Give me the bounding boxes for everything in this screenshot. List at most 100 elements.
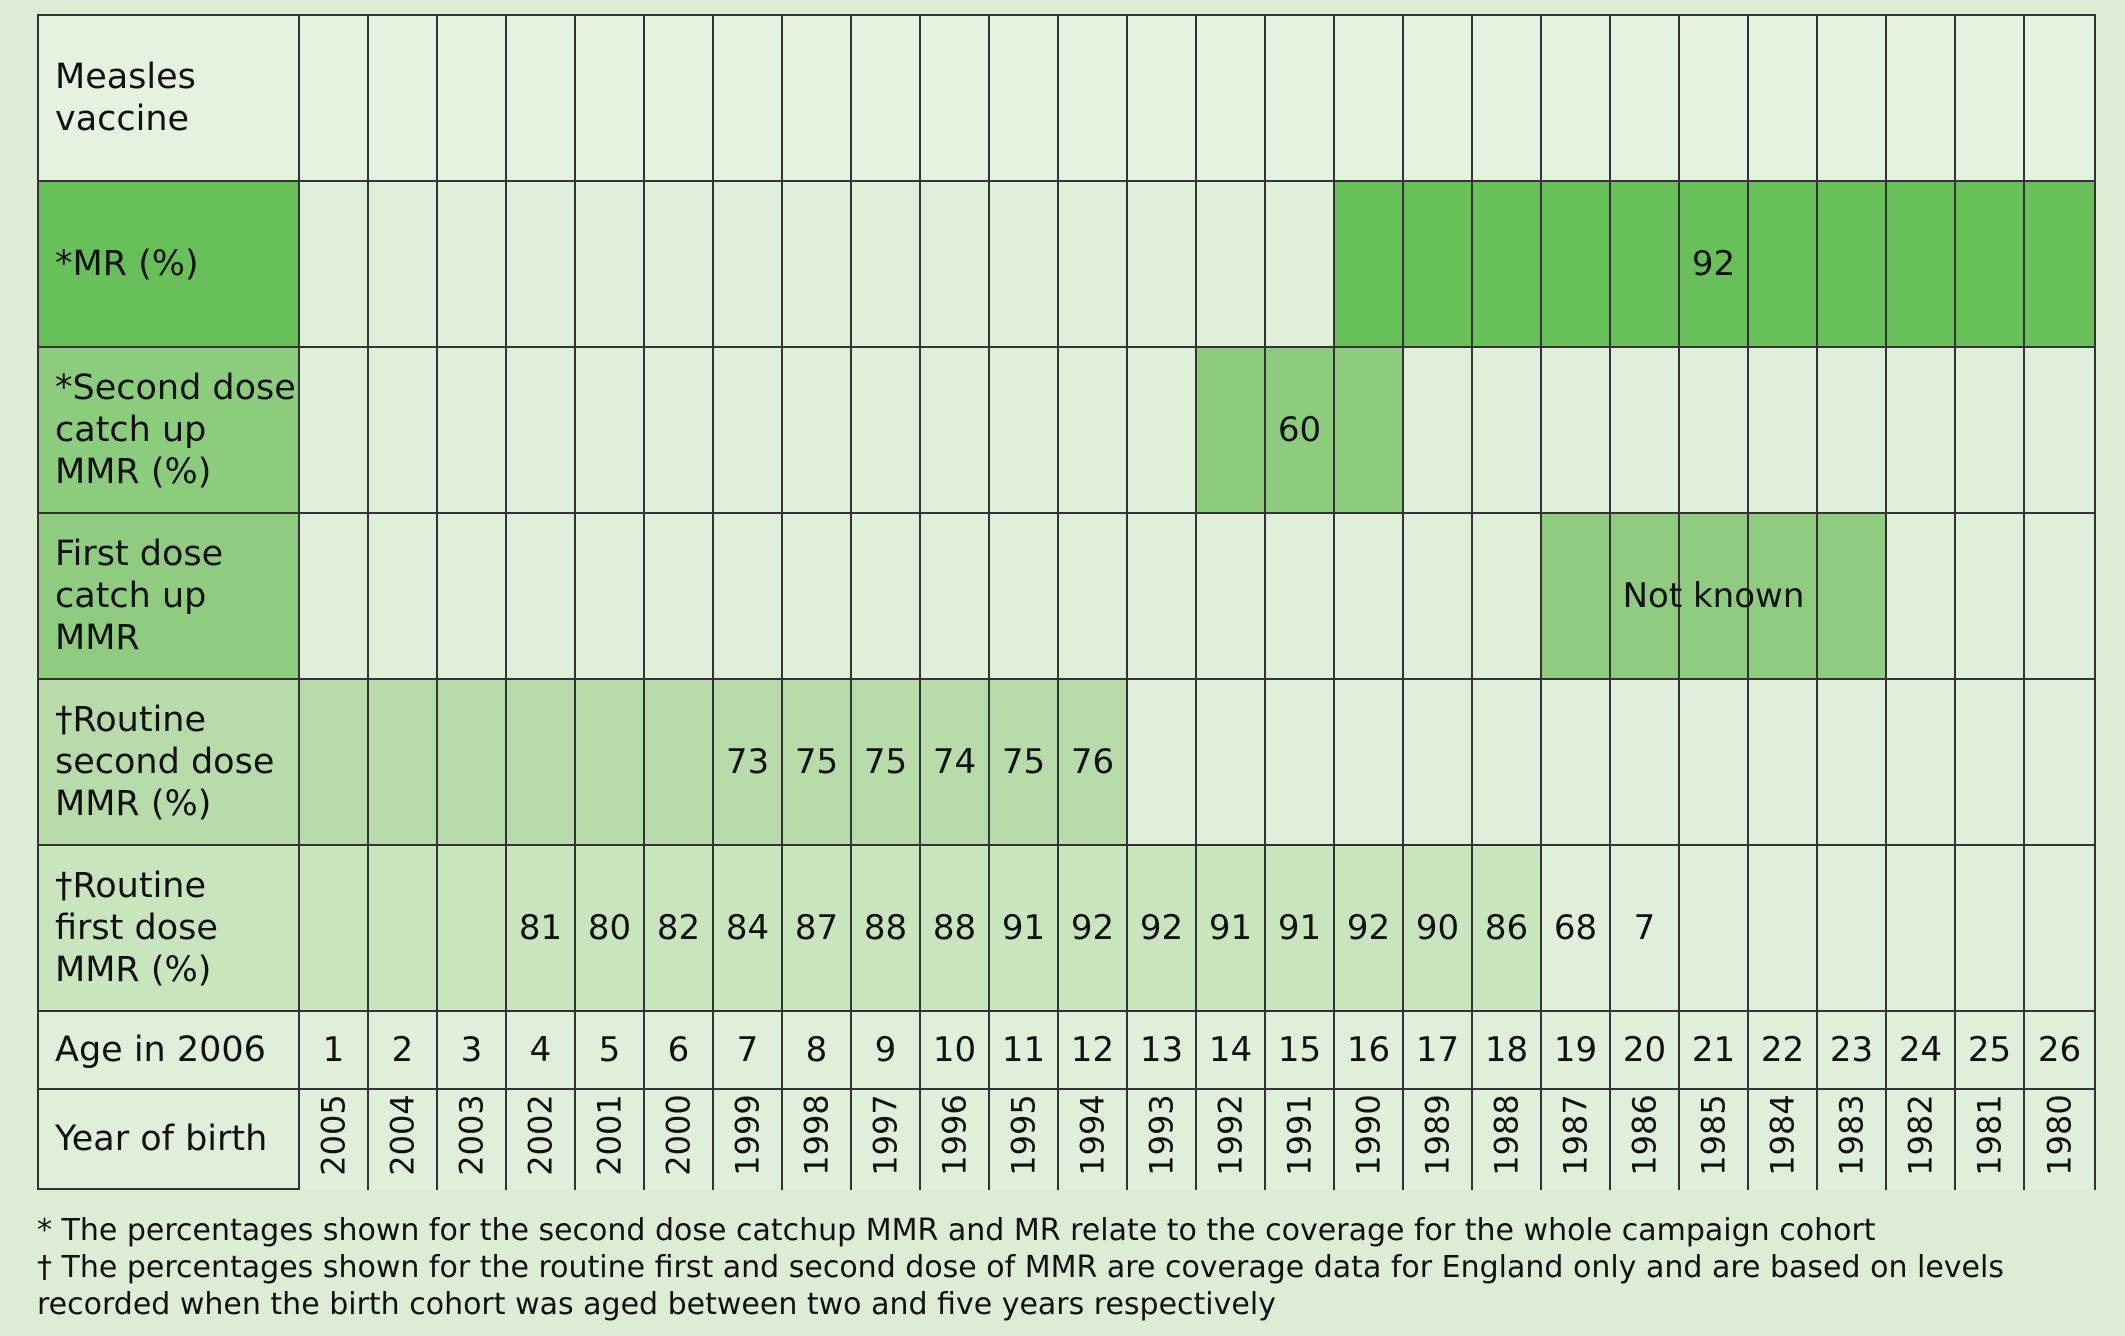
first-dose-catchup-cell [1404,514,1473,680]
mr-cell [1404,182,1473,348]
second-dose-catchup-cell [2025,348,2094,514]
year-of-birth-cell: 1995 [990,1090,1059,1190]
age-cell: 11 [990,1012,1059,1090]
second-dose-catchup-cell [507,348,576,514]
routine-second-dose-cell [1335,680,1404,846]
routine-second-dose-cell [1266,680,1335,846]
year-of-birth-label: 1983 [1832,1094,1871,1176]
second-dose-catchup-cell [1128,348,1197,514]
mr-cell [1956,182,2025,348]
footnote-dagger: † The percentages shown for the routine … [37,1250,2004,1322]
year-of-birth-label: 1990 [1349,1094,1388,1176]
age-cell: 24 [1887,1012,1956,1090]
measles-cell [645,16,714,182]
mr-cell [576,182,645,348]
measles-cell [1887,16,1956,182]
year-of-birth-label: 1987 [1556,1094,1595,1176]
mr-cell [1197,182,1266,348]
routine-first-dose-cell: 68 [1542,846,1611,1012]
year-of-birth-label: 1982 [1901,1094,1940,1176]
routine-second-dose-cell [1404,680,1473,846]
routine-first-dose-cell [1887,846,1956,1012]
routine-second-dose-cell [438,680,507,846]
mr-cell [438,182,507,348]
measles-cell [1473,16,1542,182]
second-dose-catchup-value: 60 [1277,410,1322,450]
routine-first-dose-cell: 82 [645,846,714,1012]
first-dose-catchup-cell [1059,514,1128,680]
first-dose-catchup-cell [1335,514,1404,680]
year-of-birth-cell: 1984 [1749,1090,1818,1190]
second-dose-catchup-cell [1818,348,1887,514]
row-label-mr: *MR (%) [39,182,300,348]
second-dose-catchup-cell [783,348,852,514]
mr-cell [1266,182,1335,348]
mr-cell [1818,182,1887,348]
year-of-birth-label: 1988 [1487,1094,1526,1176]
routine-first-dose-cell [369,846,438,1012]
age-cell: 18 [1473,1012,1542,1090]
year-of-birth-cell: 2004 [369,1090,438,1190]
measles-cell [714,16,783,182]
mr-cell [1335,182,1404,348]
measles-cell [2025,16,2094,182]
second-dose-catchup-cell [852,348,921,514]
measles-cell [990,16,1059,182]
year-of-birth-cell: 1990 [1335,1090,1404,1190]
age-cell: 2 [369,1012,438,1090]
age-cell: 7 [714,1012,783,1090]
second-dose-catchup-cell [714,348,783,514]
mr-cell [1128,182,1197,348]
routine-second-dose-cell [1128,680,1197,846]
second-dose-catchup-cell [645,348,714,514]
mr-cell [852,182,921,348]
first-dose-catchup-cell [990,514,1059,680]
measles-cell [852,16,921,182]
second-dose-catchup-cell [1611,348,1680,514]
first-dose-catchup-cell [1611,514,1680,680]
measles-cell [921,16,990,182]
age-cell: 13 [1128,1012,1197,1090]
routine-second-dose-cell: 73 [714,680,783,846]
routine-second-dose-cell [1818,680,1887,846]
first-dose-catchup-cell [1749,514,1818,680]
age-cell: 5 [576,1012,645,1090]
routine-second-dose-cell [1749,680,1818,846]
mr-cell: 92 [1680,182,1749,348]
year-of-birth-label: 2001 [590,1094,629,1176]
routine-second-dose-cell: 75 [852,680,921,846]
routine-second-dose-cell [1680,680,1749,846]
routine-second-dose-cell [1611,680,1680,846]
footnote-star: * The percentages shown for the second d… [37,1213,1876,1248]
year-of-birth-label: 1985 [1694,1094,1733,1176]
measles-cell [507,16,576,182]
measles-cell [1266,16,1335,182]
measles-cell [1818,16,1887,182]
measles-cell [1749,16,1818,182]
age-cell: 26 [2025,1012,2094,1090]
year-of-birth-cell: 1996 [921,1090,990,1190]
second-dose-catchup-cell [1404,348,1473,514]
age-cell: 15 [1266,1012,1335,1090]
year-of-birth-label: 1998 [797,1094,836,1176]
year-of-birth-label: 1995 [1004,1094,1043,1176]
year-of-birth-cell: 2002 [507,1090,576,1190]
mr-cell [1749,182,1818,348]
year-of-birth-cell: 1980 [2025,1090,2094,1190]
routine-first-dose-cell: 92 [1335,846,1404,1012]
routine-second-dose-cell: 75 [783,680,852,846]
routine-second-dose-cell [645,680,714,846]
mr-cell [714,182,783,348]
year-of-birth-label: 1993 [1142,1094,1181,1176]
year-of-birth-cell: 1986 [1611,1090,1680,1190]
year-of-birth-label: 1981 [1970,1094,2009,1176]
first-dose-catchup-cell [576,514,645,680]
year-of-birth-cell: 1988 [1473,1090,1542,1190]
routine-second-dose-cell [300,680,369,846]
measles-cell [369,16,438,182]
second-dose-catchup-cell [1749,348,1818,514]
age-cell: 10 [921,1012,990,1090]
measles-cell [1059,16,1128,182]
year-of-birth-cell: 1987 [1542,1090,1611,1190]
year-of-birth-cell: 1991 [1266,1090,1335,1190]
